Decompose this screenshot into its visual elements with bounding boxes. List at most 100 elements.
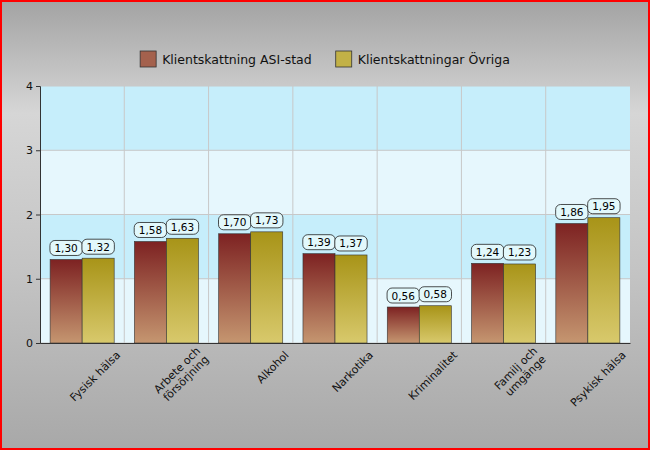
plot: 0 1 2 3 4 Fysisk hälsa Arbete ochförsörjning Al…	[26, 80, 631, 409]
data-label-box	[471, 244, 503, 259]
data-label: 1,73	[251, 213, 283, 228]
x-tick-label-line: Fysisk hälsa	[68, 349, 123, 404]
data-label-box	[419, 287, 451, 302]
x-tick: Kriminalitet	[406, 343, 461, 403]
bar	[82, 258, 114, 343]
data-label-box	[166, 219, 198, 234]
y-tick-label: 1	[26, 273, 33, 286]
y-tick-mark	[36, 215, 40, 216]
bar	[588, 218, 620, 343]
data-label-box	[251, 213, 283, 228]
x-tick-label: Kriminalitet	[406, 348, 461, 403]
x-tick-label-line: Narkotika	[330, 349, 376, 395]
y-tick-mark	[36, 279, 40, 280]
data-label: 1,63	[166, 219, 198, 234]
data-label-text: 1,86	[560, 206, 584, 218]
y-tick-label: 3	[26, 144, 33, 157]
data-label-text: 1,95	[592, 200, 615, 212]
data-label: 1,70	[219, 215, 251, 230]
bar	[166, 238, 198, 343]
data-label-box	[335, 236, 367, 251]
bar	[251, 232, 283, 343]
data-label: 1,23	[503, 245, 535, 260]
bar	[219, 234, 251, 343]
y-tick-mark	[36, 150, 40, 151]
data-label-box	[588, 199, 620, 214]
data-label-box	[303, 235, 335, 250]
data-label: 0,56	[387, 288, 419, 303]
legend: Klientskattning ASI-stad Klientskattninga…	[140, 51, 510, 67]
x-tick: Familj ochumgänge	[492, 343, 549, 401]
data-label: 0,58	[419, 287, 451, 302]
legend-label: Klientskattning ASI-stad	[162, 52, 312, 67]
x-tick-label: Alkohol	[254, 349, 292, 387]
legend-label: Klientskattningar Övriga	[358, 51, 510, 67]
legend-item: Klientskattning ASI-stad	[140, 51, 312, 67]
bar-series	[82, 218, 620, 343]
x-tick-label: Psykisk hälsa	[568, 349, 629, 410]
y-tick: 2	[26, 209, 40, 222]
bar	[134, 241, 166, 343]
data-label-box	[387, 288, 419, 303]
legend-swatch	[336, 51, 352, 67]
bars	[50, 218, 620, 343]
y-tick-mark	[36, 86, 40, 87]
x-tick-label-line: Alkohol	[254, 349, 292, 387]
data-label: 1,86	[556, 204, 588, 219]
bar	[556, 223, 588, 343]
bar	[50, 259, 82, 343]
legend-item: Klientskattningar Övriga	[336, 51, 510, 67]
y-axis-line	[36, 87, 41, 344]
x-tick-label: Narkotika	[330, 349, 376, 395]
data-label-text: 1,58	[139, 224, 162, 236]
data-label-text: 1,73	[255, 214, 278, 226]
chart-svg: 0 1 2 3 4 Fysisk hälsa Arbete ochförsörjning Al…	[0, 0, 650, 450]
category-grid-line	[377, 86, 378, 343]
plot-band	[40, 86, 630, 150]
data-label: 1,95	[588, 199, 620, 214]
data-label-box	[134, 222, 166, 237]
data-label-text: 1,32	[86, 241, 109, 253]
chart-container: 0 1 2 3 4 Fysisk hälsa Arbete ochförsörjning Al…	[0, 0, 650, 450]
y-tick: 4	[26, 80, 40, 93]
x-axis: Fysisk hälsa Arbete ochförsörjning Alkohol…	[41, 343, 631, 409]
bar	[504, 264, 536, 343]
grid-line	[40, 150, 630, 151]
x-tick-label-line: umgänge	[503, 353, 549, 399]
data-label-text: 0,58	[424, 288, 447, 300]
bar-series	[50, 223, 588, 343]
x-tick: Narkotika	[330, 343, 376, 395]
data-label-text: 1,70	[223, 216, 246, 228]
x-tick-label: Fysisk hälsa	[68, 349, 123, 404]
data-label-text: 1,39	[307, 236, 330, 248]
data-label-text: 1,63	[171, 221, 194, 233]
y-tick-label: 0	[26, 337, 33, 350]
x-tick: Arbete ochförsörjning	[151, 343, 211, 405]
data-label: 1,39	[303, 235, 335, 250]
grid-line	[40, 214, 630, 215]
data-label-box	[82, 239, 114, 254]
plot-background	[40, 86, 630, 343]
y-tick: 0	[26, 337, 40, 350]
data-label-box	[50, 240, 82, 255]
data-label-text: 1,37	[339, 237, 362, 249]
x-tick-label: Arbete ochförsörjning	[151, 344, 211, 404]
x-tick-label-line: Kriminalitet	[406, 348, 461, 403]
bar	[335, 255, 367, 343]
bar	[419, 306, 451, 343]
category-grid-line	[292, 86, 293, 343]
background	[1, 1, 649, 449]
bar	[472, 263, 504, 343]
plot-band	[40, 150, 630, 214]
bar	[387, 307, 419, 343]
y-axis: 0 1 2 3 4	[26, 80, 41, 350]
x-axis-line	[41, 343, 631, 344]
data-label: 1,58	[134, 222, 166, 237]
data-label-box	[503, 245, 535, 260]
y-tick: 1	[26, 273, 40, 286]
data-label-text: 1,24	[476, 246, 500, 258]
data-label-text: 1,30	[54, 242, 77, 254]
grid-line	[40, 86, 630, 87]
data-label: 1,37	[335, 236, 367, 251]
data-label-box	[556, 204, 588, 219]
